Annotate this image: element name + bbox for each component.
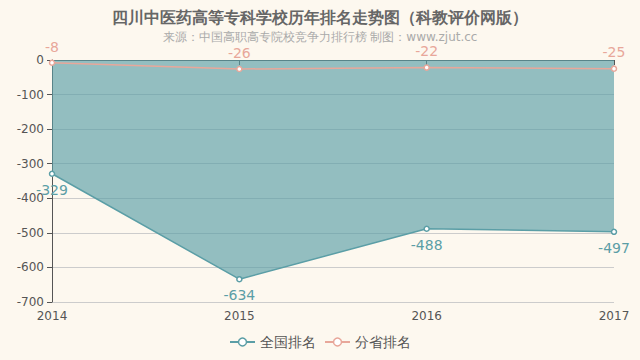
svg-text:-26: -26	[228, 45, 251, 61]
svg-text:-329: -329	[36, 182, 68, 198]
svg-text:2017: 2017	[599, 309, 630, 323]
svg-text:2015: 2015	[224, 309, 255, 323]
svg-text:-497: -497	[598, 240, 630, 256]
svg-text:-300: -300	[17, 157, 44, 171]
svg-text:-500: -500	[17, 226, 44, 240]
svg-text:四川中医药高等专科学校历年排名走势图（科教评价网版）: 四川中医药高等专科学校历年排名走势图（科教评价网版）	[112, 8, 528, 27]
svg-text:-700: -700	[17, 295, 44, 309]
svg-text:-25: -25	[603, 44, 626, 60]
svg-text:分省排名: 分省排名	[355, 334, 411, 350]
svg-text:0: 0	[36, 53, 44, 67]
svg-text:-634: -634	[223, 287, 255, 303]
svg-text:来源：中国高职高专院校竞争力排行榜 制图：www.zjut.: 来源：中国高职高专院校竞争力排行榜 制图：www.zjut.cc	[163, 30, 478, 44]
svg-text:2016: 2016	[411, 309, 442, 323]
svg-text:-600: -600	[17, 260, 44, 274]
svg-text:-22: -22	[415, 43, 438, 59]
svg-text:-100: -100	[17, 88, 44, 102]
svg-text:-400: -400	[16, 191, 44, 206]
svg-text:2014: 2014	[37, 309, 68, 323]
svg-text:全国排名: 全国排名	[260, 334, 316, 350]
svg-text:-488: -488	[411, 237, 443, 253]
svg-text:-8: -8	[45, 39, 59, 55]
svg-text:-200: -200	[17, 122, 44, 136]
